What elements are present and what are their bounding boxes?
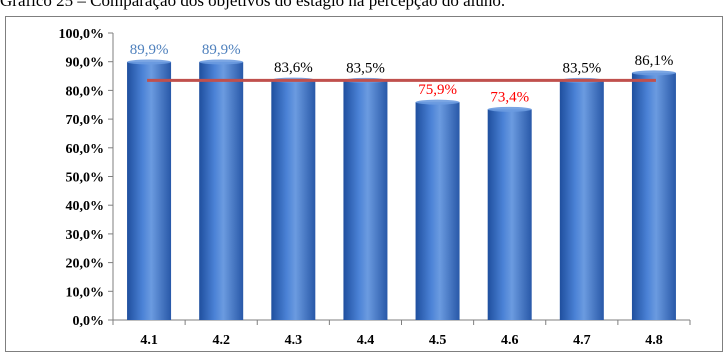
bar [127, 61, 172, 320]
data-label: 89,9% [130, 42, 169, 58]
axes: 0,0% 10,0% 20,0% 30,0% 40,0% 50,0% 60,0% 70,0% 8… [59, 27, 691, 348]
y-tick-label: 30,0% [66, 228, 105, 243]
x-tick-label: 4.5 [429, 333, 447, 348]
y-tick-label: 10,0% [66, 285, 105, 300]
data-label: 83,6% [274, 60, 313, 76]
bar [199, 61, 244, 320]
y-tick-label: 90,0% [66, 56, 105, 71]
bar-cap [127, 59, 172, 65]
y-tick-label: 80,0% [66, 84, 105, 99]
x-tick-label: 4.1 [140, 333, 158, 348]
x-tick-label: 4.2 [212, 333, 230, 348]
data-label: 75,9% [418, 82, 457, 98]
data-label: 83,5% [346, 60, 385, 76]
bar [343, 80, 388, 320]
bar-cap [631, 70, 676, 76]
y-tick-label: 40,0% [66, 199, 105, 214]
chart-caption: Gráfico 25 – Comparação dos objetivos do… [0, 0, 506, 10]
x-tick-label: 4.6 [501, 333, 519, 348]
y-tick-label: 70,0% [66, 113, 105, 128]
bar [271, 80, 316, 321]
bar [631, 72, 676, 320]
bar [487, 109, 532, 320]
y-tick-label: 50,0% [66, 171, 105, 186]
bar-cap [199, 59, 244, 65]
x-tick-label: 4.7 [573, 333, 591, 348]
y-tick-label: 60,0% [66, 142, 105, 157]
x-tick-label: 4.8 [645, 333, 663, 348]
y-tick-label: 100,0% [59, 27, 105, 42]
x-tick-label: 4.4 [357, 333, 375, 348]
bar-cap [415, 99, 460, 105]
bars [127, 59, 676, 321]
bar-cap [487, 106, 532, 112]
data-label: 83,5% [562, 60, 601, 76]
data-label: 86,1% [635, 53, 674, 69]
data-labels: 89,9% 89,9% 83,6% 83,5% 75,9% 73,4% 83,5% 86,1% [130, 42, 674, 105]
x-tick-label: 4.3 [285, 333, 303, 348]
y-tick-label: 0,0% [73, 314, 105, 329]
y-tick-label: 20,0% [66, 257, 105, 272]
data-label: 89,9% [202, 42, 241, 58]
bar [559, 80, 604, 320]
bar [415, 102, 460, 321]
data-label: 73,4% [490, 89, 529, 105]
